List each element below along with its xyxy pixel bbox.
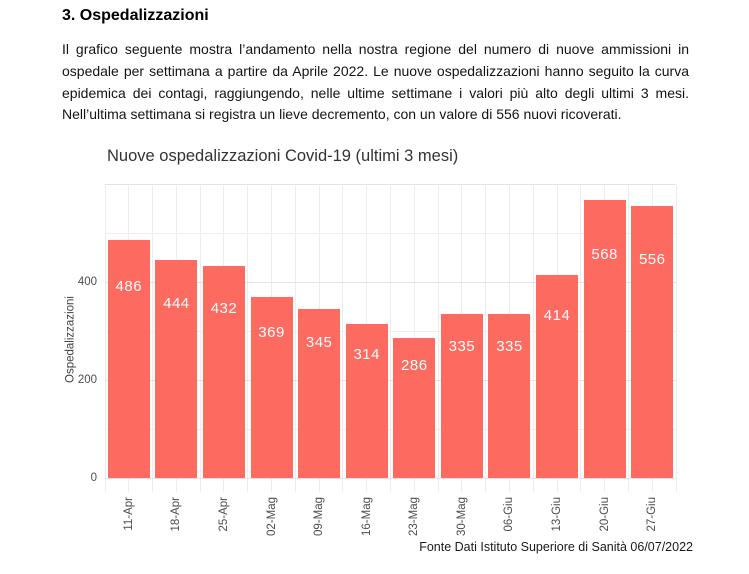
bar: 444 — [155, 260, 198, 478]
gridline-vertical — [390, 186, 391, 492]
gridline-vertical — [627, 186, 629, 492]
gridline-horizontal — [105, 331, 676, 332]
bar-value-label: 444 — [163, 294, 190, 312]
bar-value-label: 568 — [591, 246, 618, 264]
bar: 314 — [345, 324, 388, 478]
bar-value-label: 556 — [638, 251, 666, 269]
gridline-horizontal — [105, 184, 676, 185]
gridline-vertical — [294, 186, 296, 492]
bar: 432 — [202, 266, 245, 478]
gridline-horizontal — [105, 478, 676, 479]
bar-value-label: 486 — [115, 278, 143, 296]
y-tick-label: 0 — [90, 472, 97, 484]
bar-value-label: 414 — [543, 306, 571, 324]
bar-value-label: 335 — [496, 337, 523, 355]
gridline-vertical — [485, 186, 487, 492]
bar-value-label: 369 — [258, 324, 285, 342]
gridline-horizontal — [105, 233, 676, 234]
gridline-horizontal — [105, 380, 676, 381]
gridline-vertical — [342, 186, 344, 492]
y-tick-label: 400 — [77, 276, 97, 288]
gridline-vertical — [199, 186, 201, 492]
bar-value-label: 286 — [401, 356, 428, 374]
hospitalizations-chart: Nuove ospedalizzazioni Covid-19 (ultimi … — [0, 140, 749, 574]
y-axis-ticks: 0 200 400 — [0, 186, 97, 492]
bar: 335 — [488, 313, 531, 478]
bar-value-label: 335 — [448, 337, 476, 355]
bar: 568 — [583, 199, 626, 478]
section-heading: 3. Ospedalizzazioni — [62, 7, 209, 24]
chart-title: Nuove ospedalizzazioni Covid-19 (ultimi … — [107, 147, 459, 165]
y-tick-label: 200 — [77, 374, 97, 386]
bar: 286 — [393, 337, 436, 478]
bar: 335 — [440, 313, 483, 478]
bar: 486 — [107, 239, 150, 478]
plot-area: 486 444 432 369 345 314 286 335 335 414 568 556 — [104, 184, 677, 492]
gridline-vertical — [580, 186, 582, 492]
bar-value-label: 345 — [305, 333, 333, 351]
bar: 414 — [536, 275, 579, 478]
bar: 345 — [298, 308, 341, 478]
bar: 369 — [250, 297, 293, 478]
intro-paragraph: Il grafico seguente mostra l’andamento n… — [62, 41, 689, 123]
bar-value-label: 314 — [353, 345, 380, 363]
gridline-horizontal — [105, 429, 676, 430]
gridline-horizontal — [105, 282, 676, 283]
bar-value-label: 432 — [210, 299, 238, 317]
bar: 556 — [631, 205, 674, 478]
gridline-vertical — [247, 186, 249, 492]
gridline-vertical — [532, 186, 534, 492]
gridline-vertical — [104, 186, 106, 492]
gridline-vertical — [437, 186, 439, 492]
source-caption: Fonte Dati Istituto Superiore di Sanità … — [419, 540, 693, 554]
gridline-vertical — [152, 186, 154, 492]
gridline-vertical — [675, 186, 677, 492]
